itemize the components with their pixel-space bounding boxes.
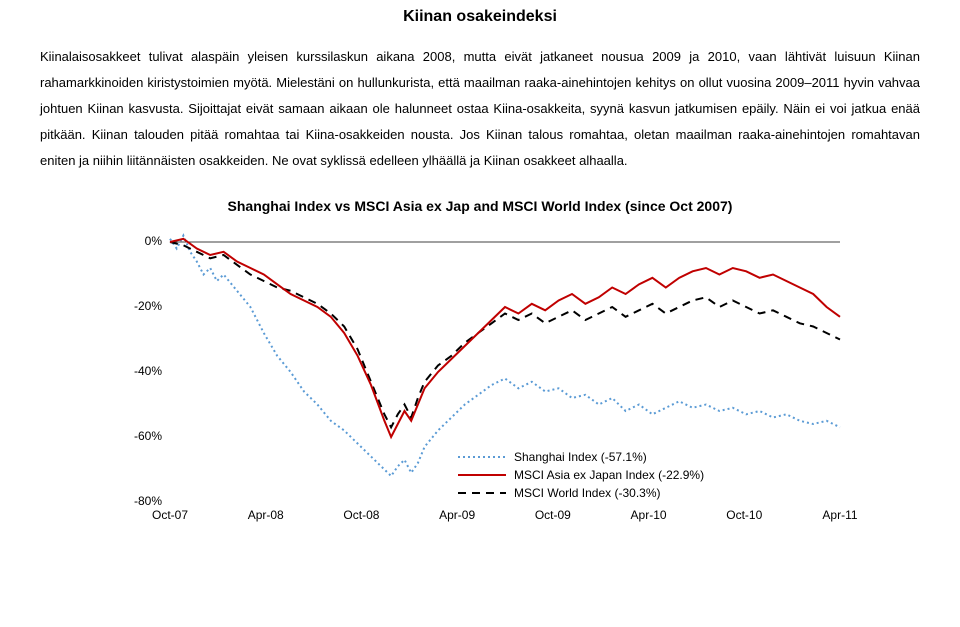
legend-swatch: [458, 487, 506, 499]
legend-swatch: [458, 451, 506, 463]
chart-legend: Shanghai Index (-57.1%) MSCI Asia ex Japa…: [458, 448, 704, 502]
legend-item: MSCI World Index (-30.3%): [458, 484, 704, 502]
y-tick-label: -60%: [112, 429, 162, 443]
y-tick-label: -20%: [112, 299, 162, 313]
legend-item: MSCI Asia ex Japan Index (-22.9%): [458, 466, 704, 484]
legend-label: MSCI World Index (-30.3%): [514, 486, 661, 500]
x-tick-label: Apr-08: [236, 508, 296, 522]
y-tick-label: -80%: [112, 494, 162, 508]
legend-item: Shanghai Index (-57.1%): [458, 448, 704, 466]
chart-title: Shanghai Index vs MSCI Asia ex Jap and M…: [40, 198, 920, 214]
legend-swatch: [458, 469, 506, 481]
x-tick-label: Oct-08: [331, 508, 391, 522]
legend-label: MSCI Asia ex Japan Index (-22.9%): [514, 468, 704, 482]
x-tick-label: Oct-07: [140, 508, 200, 522]
x-tick-label: Apr-10: [619, 508, 679, 522]
chart-area: 0% -20% -40% -60% -80% Oct-07 Apr-08 Oct-08 Apr…: [100, 232, 860, 532]
x-tick-label: Apr-11: [810, 508, 870, 522]
y-tick-label: 0%: [112, 234, 162, 248]
x-tick-label: Oct-10: [714, 508, 774, 522]
y-tick-label: -40%: [112, 364, 162, 378]
x-tick-label: Oct-09: [523, 508, 583, 522]
legend-label: Shanghai Index (-57.1%): [514, 450, 647, 464]
body-paragraph: Kiinalaisosakkeet tulivat alaspäin yleis…: [40, 44, 920, 174]
x-tick-label: Apr-09: [427, 508, 487, 522]
page-title: Kiinan osakeindeksi: [40, 8, 920, 26]
